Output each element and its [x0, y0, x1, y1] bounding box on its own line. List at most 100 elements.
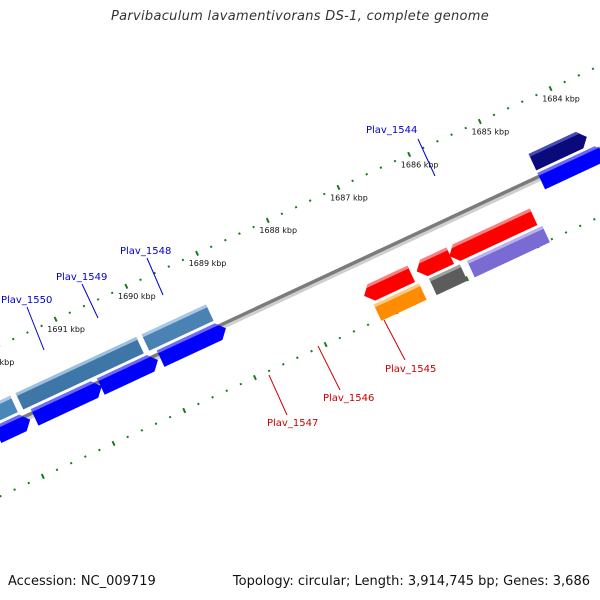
minor-tick: [592, 217, 596, 221]
minor-tick: [181, 258, 185, 262]
major-tick: [53, 316, 58, 323]
minor-tick: [26, 331, 29, 334]
accession-label: Accession: NC_009719: [8, 574, 156, 589]
minor-tick: [281, 362, 285, 366]
tick-label: 1692 kbp: [0, 358, 14, 367]
gene-labels: Plav_1544 Plav_1548 Plav_1549 Plav_1550 …: [1, 125, 436, 429]
minor-tick: [252, 225, 255, 229]
map-title: Parvibaculum lavamentivorans DS-1, compl…: [110, 9, 490, 24]
minor-tick: [0, 494, 2, 498]
tick-label: 1690 kbp: [118, 292, 156, 301]
major-tick: [265, 217, 270, 224]
minor-tick: [550, 237, 554, 241]
major-tick: [407, 151, 412, 158]
minor-tick: [153, 271, 156, 275]
minor-tick: [110, 291, 114, 295]
minor-tick: [352, 330, 356, 333]
gene-plav-1548[interactable]: [141, 304, 214, 351]
minor-tick: [224, 238, 227, 242]
tick-label: 1688 kbp: [259, 226, 297, 235]
major-tick: [323, 341, 328, 348]
minor-tick: [280, 212, 284, 216]
major-tick: [195, 250, 200, 257]
major-tick: [182, 407, 187, 414]
minor-tick: [82, 304, 86, 308]
minor-tick: [591, 67, 595, 71]
minor-tick: [520, 100, 524, 104]
minor-tick: [436, 139, 439, 143]
minor-tick: [450, 133, 453, 137]
minor-tick: [140, 428, 144, 432]
minor-tick: [310, 349, 313, 353]
minor-tick: [506, 106, 510, 110]
tick-label: 1691 kbp: [47, 325, 85, 334]
minor-tick: [225, 389, 229, 393]
minor-tick: [322, 192, 326, 196]
gene-forward-blue-1[interactable]: [537, 143, 600, 190]
minor-tick: [211, 395, 214, 399]
gene-forward-blue-5[interactable]: [0, 411, 34, 443]
gene-label-plav-1548[interactable]: Plav_1548: [120, 246, 171, 257]
tick-label: 1687 kbp: [330, 193, 368, 202]
gene-plav-1549[interactable]: [15, 337, 144, 410]
minor-tick: [126, 435, 130, 439]
minor-tick: [294, 205, 298, 209]
minor-tick: [139, 278, 142, 282]
gene-reverse-red-5[interactable]: [360, 265, 416, 304]
minor-tick: [238, 232, 241, 235]
minor-tick: [167, 265, 171, 268]
minor-tick: [535, 93, 538, 97]
gene-plav-1545[interactable]: [467, 225, 550, 278]
major-tick: [477, 118, 482, 125]
minor-tick: [379, 166, 383, 170]
minor-tick: [563, 80, 567, 84]
gene-plav-1550[interactable]: [0, 395, 18, 426]
gene-plav-1544[interactable]: [528, 129, 591, 171]
label-leaders: [26, 138, 436, 416]
minor-tick: [27, 481, 31, 485]
gene-forward-blue-3[interactable]: [97, 352, 162, 395]
gene-forward-blue-4[interactable]: [30, 378, 106, 426]
gene-plav-1546[interactable]: [429, 264, 468, 296]
minor-tick: [366, 323, 370, 327]
minor-tick: [577, 74, 581, 77]
gene-plav-1547[interactable]: [373, 283, 427, 321]
major-tick: [40, 473, 45, 480]
gene-label-plav-1546[interactable]: Plav_1546: [323, 393, 374, 404]
minor-tick: [68, 311, 72, 315]
minor-tick: [98, 448, 101, 452]
minor-tick: [338, 336, 342, 340]
minor-tick: [154, 422, 158, 426]
gene-label-plav-1549[interactable]: Plav_1549: [56, 272, 107, 283]
minor-tick: [295, 356, 299, 360]
gene-label-plav-1550[interactable]: Plav_1550: [1, 295, 52, 306]
minor-tick: [13, 488, 16, 491]
minor-tick: [267, 369, 271, 373]
major-tick: [465, 275, 470, 282]
major-tick: [124, 283, 129, 290]
minor-tick: [421, 146, 425, 150]
genome-summary: Topology: circular; Length: 3,914,745 bp…: [232, 574, 590, 589]
tick-label: 1689 kbp: [189, 259, 227, 268]
major-tick: [111, 440, 116, 447]
gene-reverse-red-3[interactable]: [446, 208, 538, 265]
minor-tick: [578, 224, 582, 228]
gene-reverse-red-4[interactable]: [413, 247, 455, 280]
tick-labels: 1684 kbp 1685 kbp 1686 kbp 1687 kbp 1688 kbp…: [0, 94, 580, 367]
gene-label-plav-1545[interactable]: Plav_1545: [385, 364, 436, 375]
minor-tick: [351, 179, 354, 183]
minor-tick: [55, 468, 59, 472]
gene-forward-blue-2[interactable]: [156, 320, 230, 367]
tick-label: 1686 kbp: [401, 160, 439, 169]
minor-tick: [393, 159, 397, 163]
minor-tick: [11, 337, 15, 341]
minor-tick: [239, 382, 243, 386]
major-tick: [252, 374, 257, 381]
minor-tick: [209, 245, 213, 249]
gene-label-plav-1547[interactable]: Plav_1547: [267, 418, 318, 429]
tick-label: 1684 kbp: [542, 94, 580, 103]
gene-label-plav-1544[interactable]: Plav_1544: [366, 125, 417, 136]
minor-tick: [464, 126, 468, 130]
minor-tick: [96, 298, 100, 301]
